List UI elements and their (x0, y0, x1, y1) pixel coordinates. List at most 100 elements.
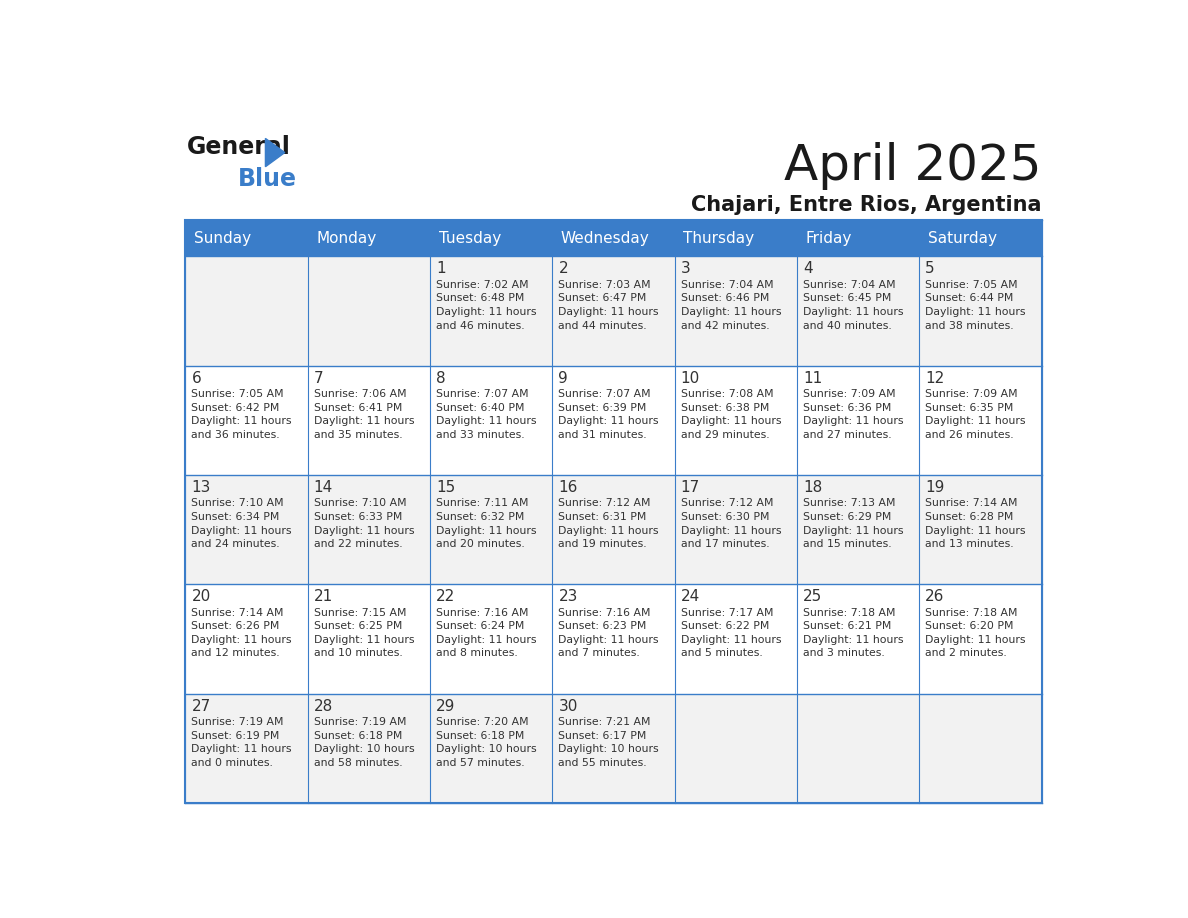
Bar (920, 475, 1042, 585)
Text: 27: 27 (191, 699, 210, 713)
Text: Sunrise: 7:04 AM
Sunset: 6:46 PM
Daylight: 11 hours
and 42 minutes.: Sunrise: 7:04 AM Sunset: 6:46 PM Dayligh… (681, 280, 782, 330)
Text: Sunrise: 7:13 AM
Sunset: 6:29 PM
Daylight: 11 hours
and 15 minutes.: Sunrise: 7:13 AM Sunset: 6:29 PM Dayligh… (803, 498, 904, 549)
Text: Sunrise: 7:03 AM
Sunset: 6:47 PM
Daylight: 11 hours
and 44 minutes.: Sunrise: 7:03 AM Sunset: 6:47 PM Dayligh… (558, 280, 659, 330)
Bar (308, 475, 430, 585)
Text: 29: 29 (436, 699, 455, 713)
Bar (675, 219, 797, 256)
Bar (797, 475, 920, 585)
Polygon shape (265, 139, 285, 167)
Bar (920, 219, 1042, 256)
Bar (308, 585, 430, 694)
Text: Wednesday: Wednesday (561, 230, 650, 246)
Bar (185, 694, 308, 803)
Text: Sunday: Sunday (194, 230, 251, 246)
Text: Sunrise: 7:11 AM
Sunset: 6:32 PM
Daylight: 11 hours
and 20 minutes.: Sunrise: 7:11 AM Sunset: 6:32 PM Dayligh… (436, 498, 537, 549)
Bar (430, 585, 552, 694)
Bar (920, 694, 1042, 803)
Bar (430, 219, 552, 256)
Text: 12: 12 (925, 371, 944, 386)
Text: 14: 14 (314, 480, 333, 495)
Text: Saturday: Saturday (928, 230, 997, 246)
Text: Sunrise: 7:10 AM
Sunset: 6:34 PM
Daylight: 11 hours
and 24 minutes.: Sunrise: 7:10 AM Sunset: 6:34 PM Dayligh… (191, 498, 292, 549)
Bar (920, 585, 1042, 694)
Bar (675, 585, 797, 694)
Bar (185, 256, 308, 365)
Text: Sunrise: 7:12 AM
Sunset: 6:31 PM
Daylight: 11 hours
and 19 minutes.: Sunrise: 7:12 AM Sunset: 6:31 PM Dayligh… (558, 498, 659, 549)
Text: Sunrise: 7:05 AM
Sunset: 6:44 PM
Daylight: 11 hours
and 38 minutes.: Sunrise: 7:05 AM Sunset: 6:44 PM Dayligh… (925, 280, 1026, 330)
Text: Chajari, Entre Rios, Argentina: Chajari, Entre Rios, Argentina (691, 195, 1042, 215)
Text: Sunrise: 7:15 AM
Sunset: 6:25 PM
Daylight: 11 hours
and 10 minutes.: Sunrise: 7:15 AM Sunset: 6:25 PM Dayligh… (314, 608, 415, 658)
Text: Sunrise: 7:08 AM
Sunset: 6:38 PM
Daylight: 11 hours
and 29 minutes.: Sunrise: 7:08 AM Sunset: 6:38 PM Dayligh… (681, 389, 782, 440)
Bar (797, 256, 920, 365)
Text: 4: 4 (803, 262, 813, 276)
Bar (185, 365, 308, 475)
Text: Sunrise: 7:17 AM
Sunset: 6:22 PM
Daylight: 11 hours
and 5 minutes.: Sunrise: 7:17 AM Sunset: 6:22 PM Dayligh… (681, 608, 782, 658)
Bar (185, 219, 308, 256)
Bar (430, 256, 552, 365)
Text: Tuesday: Tuesday (438, 230, 501, 246)
Bar (675, 694, 797, 803)
Text: 15: 15 (436, 480, 455, 495)
Bar (797, 219, 920, 256)
Text: 10: 10 (681, 371, 700, 386)
Text: Sunrise: 7:14 AM
Sunset: 6:26 PM
Daylight: 11 hours
and 12 minutes.: Sunrise: 7:14 AM Sunset: 6:26 PM Dayligh… (191, 608, 292, 658)
Text: Thursday: Thursday (683, 230, 754, 246)
Text: April 2025: April 2025 (784, 142, 1042, 190)
Bar (185, 585, 308, 694)
Text: 28: 28 (314, 699, 333, 713)
Bar (797, 585, 920, 694)
Text: Sunrise: 7:07 AM
Sunset: 6:40 PM
Daylight: 11 hours
and 33 minutes.: Sunrise: 7:07 AM Sunset: 6:40 PM Dayligh… (436, 389, 537, 440)
Bar (552, 256, 675, 365)
Bar (675, 475, 797, 585)
Text: 20: 20 (191, 589, 210, 604)
Bar (308, 219, 430, 256)
Text: Sunrise: 7:14 AM
Sunset: 6:28 PM
Daylight: 11 hours
and 13 minutes.: Sunrise: 7:14 AM Sunset: 6:28 PM Dayligh… (925, 498, 1026, 549)
Text: 5: 5 (925, 262, 935, 276)
Text: 7: 7 (314, 371, 323, 386)
Text: Sunrise: 7:10 AM
Sunset: 6:33 PM
Daylight: 11 hours
and 22 minutes.: Sunrise: 7:10 AM Sunset: 6:33 PM Dayligh… (314, 498, 415, 549)
Text: 26: 26 (925, 589, 944, 604)
Text: Sunrise: 7:02 AM
Sunset: 6:48 PM
Daylight: 11 hours
and 46 minutes.: Sunrise: 7:02 AM Sunset: 6:48 PM Dayligh… (436, 280, 537, 330)
Bar (552, 585, 675, 694)
Bar (552, 219, 675, 256)
Text: 3: 3 (681, 262, 690, 276)
Bar (552, 475, 675, 585)
Text: 24: 24 (681, 589, 700, 604)
Text: Sunrise: 7:06 AM
Sunset: 6:41 PM
Daylight: 11 hours
and 35 minutes.: Sunrise: 7:06 AM Sunset: 6:41 PM Dayligh… (314, 389, 415, 440)
Text: 9: 9 (558, 371, 568, 386)
Text: Monday: Monday (316, 230, 377, 246)
Text: Sunrise: 7:09 AM
Sunset: 6:36 PM
Daylight: 11 hours
and 27 minutes.: Sunrise: 7:09 AM Sunset: 6:36 PM Dayligh… (803, 389, 904, 440)
Bar (797, 694, 920, 803)
Text: Sunrise: 7:12 AM
Sunset: 6:30 PM
Daylight: 11 hours
and 17 minutes.: Sunrise: 7:12 AM Sunset: 6:30 PM Dayligh… (681, 498, 782, 549)
Text: 1: 1 (436, 262, 446, 276)
Bar (430, 475, 552, 585)
Text: Sunrise: 7:04 AM
Sunset: 6:45 PM
Daylight: 11 hours
and 40 minutes.: Sunrise: 7:04 AM Sunset: 6:45 PM Dayligh… (803, 280, 904, 330)
Bar (430, 365, 552, 475)
Bar (552, 694, 675, 803)
Bar (308, 694, 430, 803)
Text: 6: 6 (191, 371, 201, 386)
Text: 19: 19 (925, 480, 944, 495)
Text: Sunrise: 7:16 AM
Sunset: 6:23 PM
Daylight: 11 hours
and 7 minutes.: Sunrise: 7:16 AM Sunset: 6:23 PM Dayligh… (558, 608, 659, 658)
Text: Sunrise: 7:05 AM
Sunset: 6:42 PM
Daylight: 11 hours
and 36 minutes.: Sunrise: 7:05 AM Sunset: 6:42 PM Dayligh… (191, 389, 292, 440)
Text: 25: 25 (803, 589, 822, 604)
Text: 11: 11 (803, 371, 822, 386)
Bar (308, 256, 430, 365)
Bar (552, 365, 675, 475)
Bar (185, 219, 1042, 803)
Text: General: General (188, 135, 291, 159)
Text: Sunrise: 7:19 AM
Sunset: 6:18 PM
Daylight: 10 hours
and 58 minutes.: Sunrise: 7:19 AM Sunset: 6:18 PM Dayligh… (314, 717, 415, 767)
Text: 18: 18 (803, 480, 822, 495)
Text: 17: 17 (681, 480, 700, 495)
Bar (920, 365, 1042, 475)
Bar (308, 365, 430, 475)
Text: Sunrise: 7:21 AM
Sunset: 6:17 PM
Daylight: 10 hours
and 55 minutes.: Sunrise: 7:21 AM Sunset: 6:17 PM Dayligh… (558, 717, 659, 767)
Text: 23: 23 (558, 589, 577, 604)
Text: 13: 13 (191, 480, 210, 495)
Text: Sunrise: 7:07 AM
Sunset: 6:39 PM
Daylight: 11 hours
and 31 minutes.: Sunrise: 7:07 AM Sunset: 6:39 PM Dayligh… (558, 389, 659, 440)
Bar (797, 365, 920, 475)
Text: Friday: Friday (805, 230, 852, 246)
Text: Sunrise: 7:09 AM
Sunset: 6:35 PM
Daylight: 11 hours
and 26 minutes.: Sunrise: 7:09 AM Sunset: 6:35 PM Dayligh… (925, 389, 1026, 440)
Text: 22: 22 (436, 589, 455, 604)
Bar (675, 365, 797, 475)
